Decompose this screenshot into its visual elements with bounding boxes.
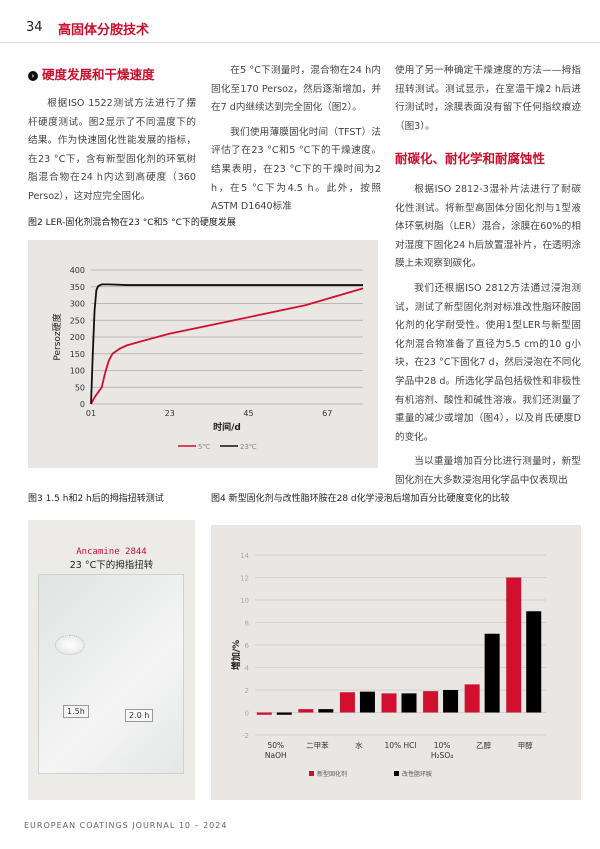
y-tick-label: 250 — [70, 316, 85, 325]
page-number: 34 — [26, 20, 43, 35]
legend-swatch — [309, 771, 314, 776]
bar-改性脂环胺 — [276, 712, 292, 715]
section-heading: 耐碳化、耐化学和耐腐蚀性 — [395, 151, 546, 167]
bar-新型固化剂 — [423, 691, 439, 713]
figure-3-photo: Ancamine 2844 23 °C下的拇指扭转 1.5h 2.0 h — [28, 520, 195, 800]
figure-2-caption: 图2 LER-固化剂混合物在23 °C和5 °C下的硬度发展 — [28, 218, 236, 228]
y-tick-label: -2 — [242, 732, 249, 740]
x-tick-label: 50% NaOH — [265, 741, 287, 760]
y-tick-label: 4 — [245, 665, 250, 673]
section-heading: › 硬度发展和干燥速度 — [28, 64, 196, 83]
bar-新型固化剂 — [298, 709, 314, 713]
paragraph: 根据ISO 1522测试方法进行了摆杆硬度测试。图2显示了不同温度下的结果。作为… — [28, 98, 196, 202]
y-tick-label: 12 — [240, 575, 249, 583]
x-tick-label: 乙醇 — [476, 740, 491, 750]
y-tick-label: 8 — [245, 620, 249, 628]
x-tick-label: 10% HCl — [384, 741, 416, 750]
bar-改性脂环胺 — [318, 709, 334, 713]
figure-4: -2 0 2 4 6 8 10 12 14 增加/% 50% NaOH 二甲苯 水 10% HCl 10% H₂… — [211, 525, 581, 800]
x-tick-label: 二甲苯 — [306, 740, 329, 750]
product-name: Ancamine 2844 — [76, 547, 147, 557]
y-tick-label: 14 — [240, 552, 249, 560]
bar-新型固化剂 — [339, 692, 355, 713]
y-tick-label: 2 — [245, 687, 249, 695]
bar-改性脂环胺 — [484, 633, 500, 713]
figure-2: 0 50 100 150 200 250 300 350 400 01 23 45 67 时间/d Pers… — [28, 240, 378, 468]
y-tick-label: 150 — [70, 350, 85, 359]
legend-label: 23℃ — [240, 443, 257, 451]
y-tick-label: 400 — [70, 266, 85, 275]
bar-新型固化剂 — [506, 577, 522, 713]
coated-panel: 1.5h 2.0 h — [38, 574, 184, 774]
y-tick-label: 200 — [70, 333, 85, 342]
paragraph: 我们使用薄膜固化时间（TFST）法评估了在23 °C和5 °C下的干燥速度。结果… — [211, 126, 381, 213]
y-tick-label: 300 — [70, 300, 85, 309]
bullet-icon: › — [28, 71, 38, 81]
legend-swatch — [394, 771, 399, 776]
legend-label: 5℃ — [198, 443, 210, 451]
paragraph: 我们还根据ISO 2812方法通过浸泡测试，测试了新型固化剂对标准改性脂环胺固化… — [395, 282, 581, 443]
x-tick-label: 水 — [355, 740, 363, 750]
figure-4-caption: 图4 新型固化剂与改性脂环胺在28 d化学浸泡后增加百分比硬度变化的比较 — [211, 494, 510, 504]
x-tick-label: 45 — [243, 409, 253, 418]
y-tick-label: 10 — [240, 597, 249, 605]
y-tick-label: 50 — [75, 383, 85, 392]
bar-改性脂环胺 — [526, 611, 542, 713]
bar-新型固化剂 — [381, 693, 397, 713]
bar-新型固化剂 — [256, 712, 272, 715]
x-tick-label: 23 — [165, 409, 175, 418]
y-tick-label: 100 — [70, 367, 85, 376]
figure-3-caption: 图3 1.5 h和2 h后的拇指扭转测试 — [28, 494, 164, 504]
series-line-5℃ — [90, 287, 364, 405]
column-2: 在5 °C下测量时，混合物在24 h内固化至170 Persoz，然后逐渐增加，… — [211, 62, 381, 217]
x-tick-label: 01 — [86, 409, 96, 418]
y-tick-label: 6 — [245, 642, 250, 650]
y-tick-label: 0 — [80, 400, 85, 409]
column-1: › 硬度发展和干燥速度 根据ISO 1522测试方法进行了摆杆硬度测试。图2显示了… — [28, 64, 196, 207]
divider — [0, 42, 600, 43]
bar-改性脂环胺 — [443, 690, 459, 713]
series-line-23℃ — [90, 283, 363, 405]
label-1-5h: 1.5h — [63, 705, 89, 718]
y-axis-label: Persoz硬度 — [51, 313, 63, 360]
bar-新型固化剂 — [464, 684, 480, 713]
bar-改性脂环胺 — [359, 691, 375, 713]
x-axis-label: 时间/d — [213, 421, 241, 433]
bar-改性脂环胺 — [401, 693, 417, 713]
running-title: 高固体分胺技术 — [58, 23, 150, 38]
legend-label: 改性脂环胺 — [402, 770, 432, 778]
footer: EUROPEAN COATINGS JOURNAL 10 – 2024 — [24, 821, 228, 830]
paragraph: 使用了另一种确定干燥速度的方法——拇指扭转测试。测试显示，在室温干燥2 h后进行… — [395, 65, 581, 132]
column-3: 使用了另一种确定干燥速度的方法——拇指扭转测试。测试显示，在室温干燥2 h后进行… — [395, 62, 581, 490]
photo-subtitle: 23 °C下的拇指扭转 — [69, 560, 154, 571]
label-2-0h: 2.0 h — [125, 709, 154, 722]
x-tick-label: 10% H₂SO₄ — [431, 741, 453, 760]
legend-label: 新型固化剂 — [317, 770, 347, 778]
paragraph: 在5 °C下测量时，混合物在24 h内固化至170 Persoz，然后逐渐增加，… — [211, 65, 381, 114]
thumbprint-mark — [55, 635, 85, 655]
hardness-line-chart: 0 50 100 150 200 250 300 350 400 01 23 45 67 时间/d Pers… — [51, 266, 364, 451]
x-tick-label: 甲醇 — [518, 740, 533, 750]
paragraph: 根据ISO 2812-3湿补片法进行了耐碳化性测试。将新型高固体分固化剂与1型液… — [395, 183, 581, 270]
y-tick-label: 0 — [245, 710, 249, 718]
x-tick-label: 67 — [322, 409, 332, 418]
immersion-bar-chart: -2 0 2 4 6 8 10 12 14 增加/% 50% NaOH 二甲苯 水 10% HCl 10% H₂… — [230, 552, 546, 778]
y-axis-label: 增加/% — [230, 640, 242, 670]
paragraph: 当以重量增加百分比进行测量时，新型固化剂在大多数浸泡用化学品中仅表现出 — [395, 456, 581, 486]
y-tick-label: 350 — [70, 283, 85, 292]
